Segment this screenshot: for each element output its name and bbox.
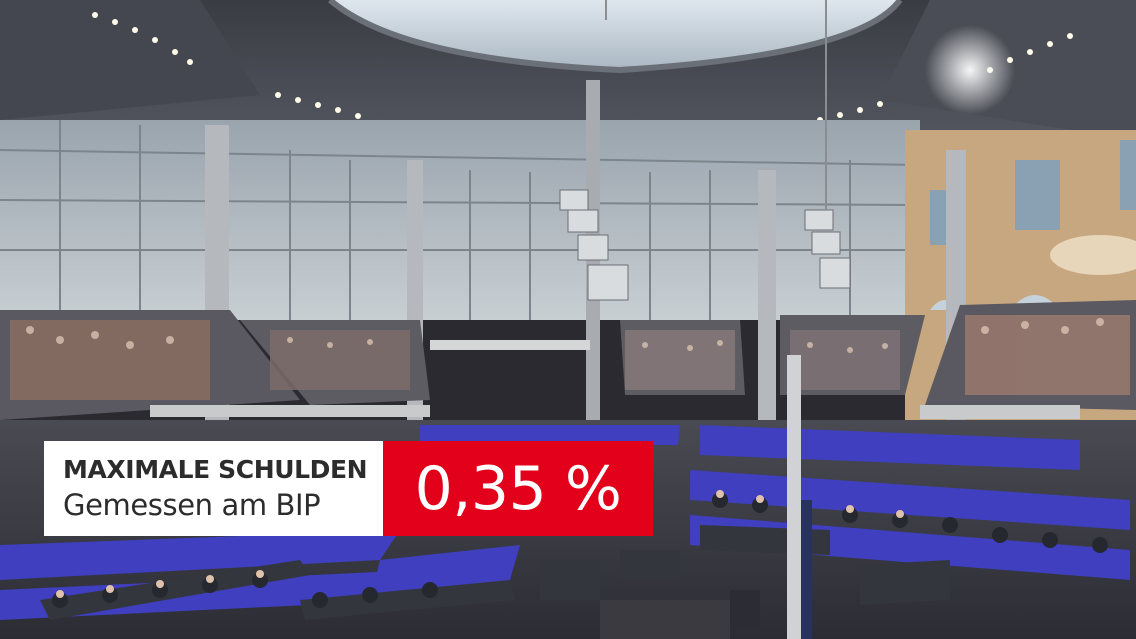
lower-third-subtitle: Gemessen am BIP <box>63 487 321 522</box>
lower-third-graphic: MAXIMALE SCHULDEN Gemessen am BIP 0,35 % <box>44 441 653 536</box>
lower-third-title: MAXIMALE SCHULDEN <box>63 454 368 484</box>
lower-third-label-panel: MAXIMALE SCHULDEN Gemessen am BIP <box>44 441 383 536</box>
lower-third-value-panel: 0,35 % <box>383 441 653 536</box>
lower-third-value: 0,35 % <box>414 453 622 524</box>
